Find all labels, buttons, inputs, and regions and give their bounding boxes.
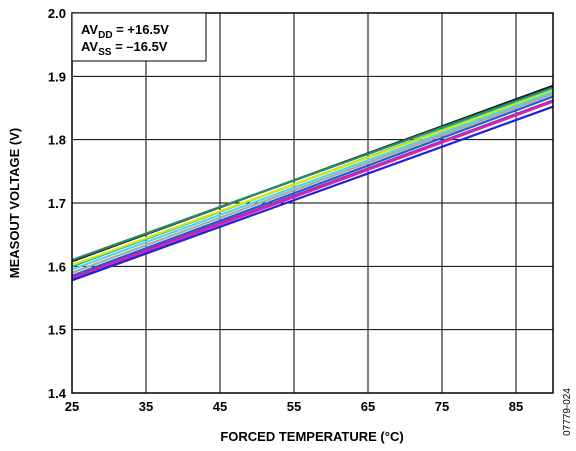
- y-tick-label: 1.4: [48, 386, 67, 401]
- series-line-10: [71, 105, 554, 282]
- y-axis-title: MEASOUT VOLTAGE (V): [7, 128, 22, 278]
- series-line-5: [71, 91, 554, 271]
- x-tick-label: 85: [509, 399, 523, 414]
- y-tick-label: 1.9: [48, 69, 66, 84]
- series-line-2: [71, 86, 554, 262]
- legend-avss: AVSS = –16.5V: [81, 39, 168, 58]
- x-tick-label: 35: [139, 399, 153, 414]
- x-tick-label: 65: [361, 399, 375, 414]
- x-axis-title: FORCED TEMPERATURE (°C): [220, 429, 403, 444]
- y-tick-label: 1.8: [48, 133, 66, 148]
- plot-frame: [71, 12, 554, 394]
- y-tick-label: 1.7: [48, 196, 66, 211]
- series-group: [71, 84, 554, 282]
- series-line-6: [71, 93, 554, 274]
- series-line-4: [71, 89, 554, 267]
- grid: [72, 13, 553, 393]
- x-tick-label: 45: [213, 399, 227, 414]
- legend-avdd: AVDD = +16.5V: [81, 22, 169, 41]
- x-tick-label: 55: [287, 399, 301, 414]
- series-line-8: [71, 99, 554, 279]
- series-line-7: [71, 95, 554, 277]
- y-tick-label: 1.6: [48, 259, 66, 274]
- y-tick-label: 2.0: [48, 6, 66, 21]
- legend-box: [71, 12, 207, 62]
- x-tick-label: 75: [435, 399, 449, 414]
- figure-code: 07779-024: [562, 388, 573, 436]
- x-tick-label: 25: [65, 399, 79, 414]
- y-tick-label: 1.5: [48, 323, 66, 338]
- tick-labels: 25 35 45 55 65 75 85 1.4 1.5 1.6 1.7 1.8 1.9 2.0: [48, 6, 523, 414]
- series-line-9: [71, 100, 554, 281]
